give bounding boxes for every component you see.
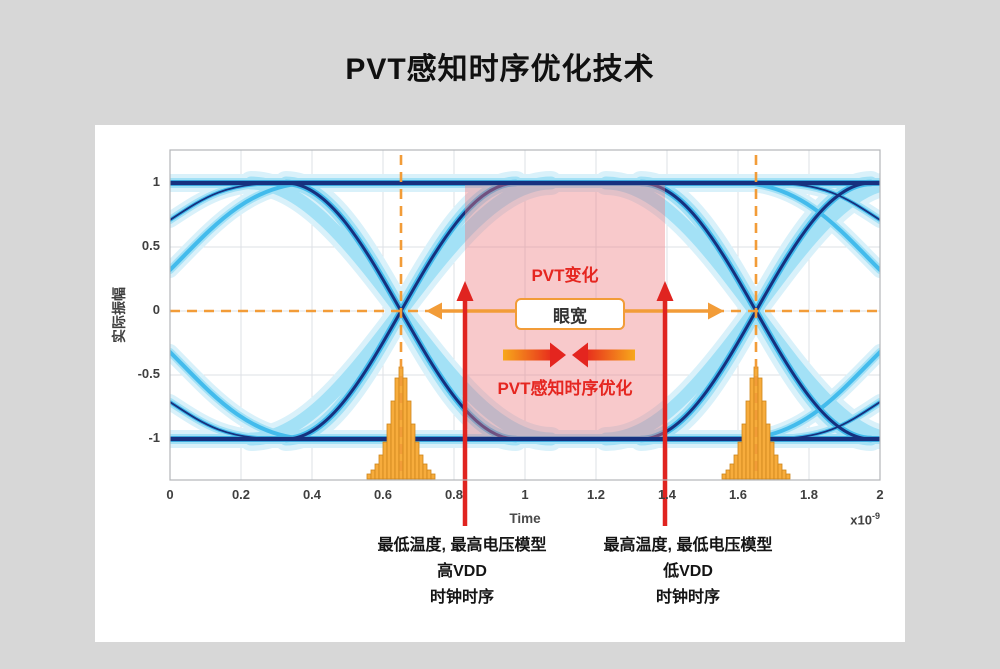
plot-border: [169, 149, 881, 481]
pvt-variation-label: PVT变化: [531, 266, 599, 285]
x-axis-scale: x10-9: [800, 511, 880, 527]
optimization-converging-arrows: [503, 342, 635, 368]
corner-note-right-line2: 低VDD: [663, 563, 713, 580]
eye-width-box: 眼宽: [515, 298, 625, 330]
reference-dashed-lines: [170, 155, 880, 477]
figure-card: 实际振幅 1 0.5 0 -0.5 -1 0 0.2 0.4 0.6 0.8 1…: [95, 125, 905, 642]
eye-width-label: 眼宽: [553, 306, 587, 326]
x-tick-label: 0.6: [373, 487, 393, 502]
page-title: PVT感知时序优化技术: [345, 53, 655, 86]
crossing-histogram-right: [721, 366, 791, 480]
x-tick-label: 0.4: [302, 487, 322, 502]
x-scale-base: x10: [850, 512, 872, 528]
y-tick-label: -1: [148, 430, 160, 445]
x-tick-label: 0.2: [231, 487, 251, 502]
crossing-histogram-left: [366, 366, 436, 480]
y-tick-label: -0.5: [137, 366, 160, 381]
corner-note-right: 最高温度, 最低电压模型 低VDD 时钟时序: [558, 533, 818, 611]
x-tick-label: 2: [876, 487, 884, 502]
y-tick-label: 1: [152, 174, 160, 189]
x-scale-exponent: -9: [871, 511, 880, 521]
x-tick-label: 1: [521, 487, 529, 502]
x-axis-title: Time: [509, 511, 541, 526]
x-tick-label: 1.4: [657, 487, 677, 502]
corner-note-right-line1: 最高温度, 最低电压模型: [603, 537, 773, 554]
y-tick-label: 0: [152, 302, 160, 317]
eye-diagram-figure: [169, 149, 881, 526]
clock-timing-arrows: [456, 281, 674, 526]
x-tick-label: 1.8: [799, 487, 819, 502]
y-tick-label: 0.5: [141, 238, 160, 253]
x-tick-label: 0.8: [444, 487, 464, 502]
corner-note-left-line2: 高VDD: [437, 563, 487, 580]
x-tick-label: 0: [166, 487, 174, 502]
corner-note-right-line3: 时钟时序: [655, 589, 720, 606]
corner-note-left: 最低温度, 最高电压模型 高VDD 时钟时序: [332, 533, 592, 611]
pvt-optimization-label: PVT感知时序优化: [497, 379, 633, 398]
x-tick-label: 1.6: [728, 487, 748, 502]
x-tick-label: 1.2: [586, 487, 606, 502]
corner-note-left-line3: 时钟时序: [429, 589, 494, 606]
corner-note-left-line1: 最低温度, 最高电压模型: [377, 537, 547, 554]
